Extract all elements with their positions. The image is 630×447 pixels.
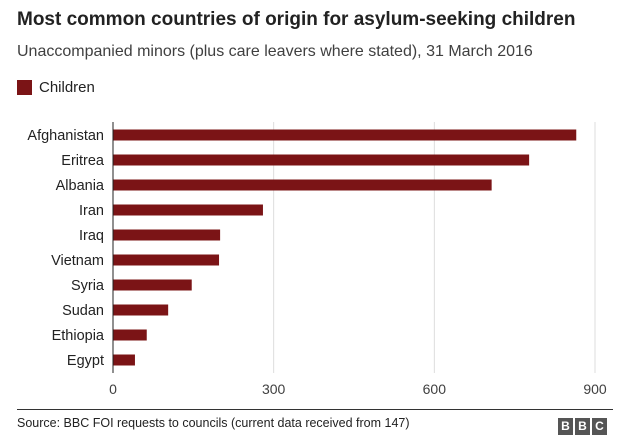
bar (113, 129, 577, 141)
logo-letter: C (592, 418, 607, 435)
bar (113, 204, 263, 216)
category-label: Egypt (67, 353, 104, 369)
logo-letter: B (575, 418, 590, 435)
category-label: Vietnam (51, 253, 104, 269)
source-note: Source: BBC FOI requests to councils (cu… (17, 416, 410, 430)
bar (113, 329, 147, 341)
category-label: Eritrea (61, 153, 105, 169)
bar (113, 179, 492, 191)
chart-subtitle: Unaccompanied minors (plus care leavers … (17, 43, 533, 60)
chart-title: Most common countries of origin for asyl… (17, 9, 576, 30)
x-tick-label: 900 (583, 381, 607, 397)
legend-label: Children (39, 78, 95, 96)
bar (113, 279, 192, 291)
x-tick-label: 0 (109, 381, 117, 397)
bar (113, 154, 530, 166)
chart-legend: Children (17, 78, 95, 96)
bar (113, 354, 135, 366)
category-label: Iran (79, 203, 104, 219)
category-label: Syria (71, 278, 105, 294)
x-tick-label: 300 (262, 381, 286, 397)
x-tick-label: 600 (423, 381, 447, 397)
bar (113, 304, 169, 316)
category-label: Afghanistan (27, 128, 104, 144)
logo-letter: B (558, 418, 573, 435)
bar (113, 254, 220, 266)
footer-divider (17, 409, 613, 410)
category-label: Iraq (79, 228, 104, 244)
bbc-logo: B B C (558, 418, 607, 435)
bar (113, 229, 221, 241)
category-label: Albania (56, 178, 105, 194)
legend-swatch (17, 79, 32, 95)
category-label: Sudan (62, 303, 104, 319)
category-label: Ethiopia (52, 328, 105, 344)
